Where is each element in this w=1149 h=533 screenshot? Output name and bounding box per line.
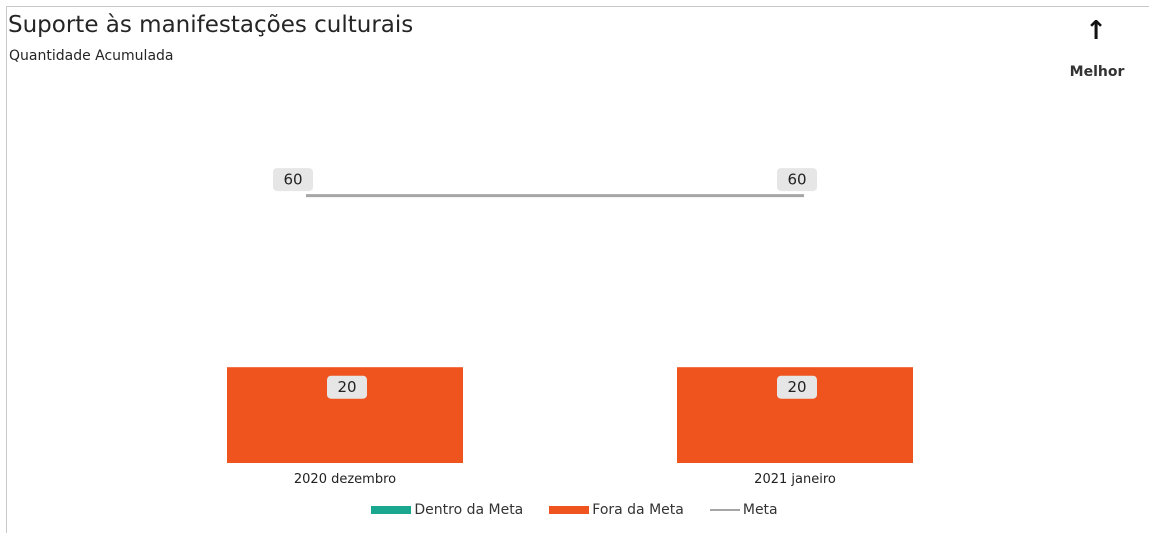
bar-data-label-1-bg bbox=[327, 375, 367, 399]
bar-data-label-2-bg bbox=[777, 375, 817, 399]
meta-data-label-1: 60 bbox=[283, 171, 302, 189]
x-tick-label-2: 2021 janeiro bbox=[754, 472, 836, 487]
legend-label-meta: Meta bbox=[742, 502, 778, 518]
legend-item-dentro: Dentro da Meta bbox=[371, 502, 523, 518]
meta-data-label-1-bg bbox=[273, 168, 313, 192]
chart-frame bbox=[6, 6, 1149, 533]
meta-data-label-2: 60 bbox=[787, 171, 806, 189]
bar-data-label-2: 20 bbox=[787, 378, 806, 396]
x-tick-label-1: 2020 dezembro bbox=[294, 472, 396, 487]
arrow-up-icon: ↑ bbox=[1085, 16, 1107, 46]
chart-title: Suporte às manifestações culturais bbox=[8, 12, 414, 38]
legend-swatch-dentro bbox=[371, 506, 412, 514]
bar-data-label-1: 20 bbox=[337, 378, 356, 396]
legend-swatch-fora bbox=[549, 506, 590, 514]
legend-item-fora: Fora da Meta bbox=[549, 502, 684, 518]
legend-item-meta: Meta bbox=[709, 502, 778, 518]
legend-swatch-meta bbox=[709, 509, 740, 511]
legend-label-dentro: Dentro da Meta bbox=[414, 502, 524, 518]
legend-label-fora: Fora da Meta bbox=[592, 502, 684, 518]
chart-subtitle: Quantidade Acumulada bbox=[9, 48, 174, 64]
direction-label: Melhor bbox=[1069, 64, 1125, 80]
meta-data-label-2-bg bbox=[777, 168, 817, 192]
chart-legend: Dentro da Meta Fora da Meta Meta bbox=[0, 502, 1149, 518]
